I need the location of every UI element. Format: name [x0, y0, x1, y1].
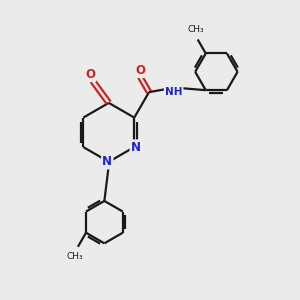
Text: NH: NH: [165, 87, 182, 97]
Text: CH₃: CH₃: [188, 26, 205, 34]
Text: N: N: [102, 155, 112, 168]
Text: O: O: [135, 64, 145, 77]
Text: N: N: [131, 141, 141, 154]
Text: CH₃: CH₃: [67, 252, 83, 261]
Text: O: O: [85, 68, 95, 81]
